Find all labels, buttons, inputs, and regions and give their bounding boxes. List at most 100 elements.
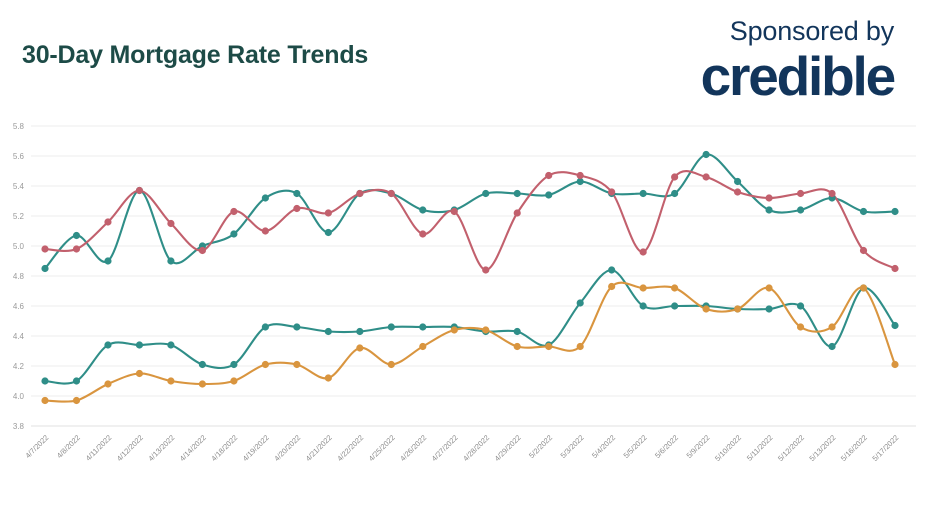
data-point-marker[interactable]	[356, 344, 364, 352]
data-point-marker[interactable]	[72, 396, 81, 405]
data-point-marker[interactable]	[796, 189, 805, 198]
data-point-marker[interactable]	[891, 321, 899, 330]
data-point-marker[interactable]	[891, 360, 899, 369]
data-point-marker[interactable]	[41, 245, 49, 253]
data-point-marker[interactable]	[828, 342, 836, 351]
data-point-marker[interactable]	[41, 264, 49, 273]
data-point-marker[interactable]	[230, 230, 238, 238]
data-point-marker[interactable]	[733, 177, 742, 186]
data-point-marker[interactable]	[733, 188, 742, 196]
data-point-marker[interactable]	[702, 150, 710, 159]
data-point-marker[interactable]	[167, 219, 175, 228]
data-point-marker[interactable]	[293, 360, 301, 369]
data-point-marker[interactable]	[765, 305, 773, 313]
data-point-marker[interactable]	[765, 194, 773, 202]
data-point-marker[interactable]	[324, 209, 332, 217]
data-point-marker[interactable]	[324, 374, 332, 382]
data-point-marker[interactable]	[104, 380, 112, 388]
data-point-marker[interactable]	[576, 299, 584, 307]
data-point-marker[interactable]	[230, 360, 238, 369]
data-point-marker[interactable]	[828, 323, 836, 331]
data-point-marker[interactable]	[135, 341, 144, 349]
data-point-marker[interactable]	[324, 327, 332, 336]
data-point-marker[interactable]	[608, 266, 616, 274]
data-point-marker[interactable]	[545, 342, 553, 351]
data-point-marker[interactable]	[72, 231, 81, 240]
data-point-marker[interactable]	[135, 186, 144, 195]
data-point-marker[interactable]	[198, 360, 207, 369]
data-point-marker[interactable]	[608, 282, 616, 291]
data-point-marker[interactable]	[828, 189, 836, 198]
data-point-marker[interactable]	[72, 245, 81, 253]
data-point-marker[interactable]	[356, 189, 364, 198]
data-point-marker[interactable]	[671, 173, 679, 181]
data-point-marker[interactable]	[167, 341, 175, 349]
data-point-marker[interactable]	[513, 209, 521, 217]
data-point-marker[interactable]	[387, 360, 395, 369]
data-point-marker[interactable]	[198, 246, 207, 255]
data-point-marker[interactable]	[859, 246, 868, 255]
data-point-marker[interactable]	[387, 189, 395, 198]
data-point-marker[interactable]	[859, 284, 868, 292]
data-point-marker[interactable]	[545, 171, 553, 180]
data-point-marker[interactable]	[198, 380, 207, 388]
data-point-marker[interactable]	[324, 228, 332, 237]
data-point-marker[interactable]	[419, 230, 427, 238]
data-point-marker[interactable]	[733, 305, 742, 313]
data-point-marker[interactable]	[419, 342, 427, 351]
data-point-marker[interactable]	[576, 177, 584, 186]
data-point-marker[interactable]	[230, 207, 238, 216]
data-point-marker[interactable]	[513, 327, 521, 336]
data-point-marker[interactable]	[167, 377, 175, 385]
data-point-marker[interactable]	[261, 227, 269, 235]
data-point-marker[interactable]	[387, 323, 395, 331]
data-point-marker[interactable]	[702, 173, 710, 181]
data-point-marker[interactable]	[167, 257, 175, 265]
data-point-marker[interactable]	[450, 207, 458, 216]
data-point-marker[interactable]	[639, 284, 647, 292]
data-point-marker[interactable]	[135, 369, 144, 378]
data-point-marker[interactable]	[576, 342, 584, 351]
data-point-marker[interactable]	[104, 341, 112, 349]
data-point-marker[interactable]	[41, 396, 49, 405]
y-axis-tick-label: 4.2	[13, 362, 25, 371]
data-point-marker[interactable]	[104, 257, 112, 265]
data-point-marker[interactable]	[545, 191, 553, 199]
data-point-marker[interactable]	[261, 323, 269, 331]
data-point-marker[interactable]	[608, 188, 616, 196]
data-point-marker[interactable]	[293, 189, 301, 198]
data-point-marker[interactable]	[482, 326, 490, 334]
data-point-marker[interactable]	[576, 171, 584, 180]
data-point-marker[interactable]	[41, 377, 49, 385]
data-point-marker[interactable]	[859, 207, 868, 216]
data-point-marker[interactable]	[482, 266, 490, 274]
data-point-marker[interactable]	[482, 189, 490, 198]
data-point-marker[interactable]	[765, 206, 773, 214]
data-point-marker[interactable]	[765, 284, 773, 292]
data-point-marker[interactable]	[72, 377, 81, 385]
data-point-marker[interactable]	[261, 194, 269, 202]
data-point-marker[interactable]	[796, 206, 805, 214]
data-point-marker[interactable]	[891, 207, 899, 216]
data-point-marker[interactable]	[261, 360, 269, 369]
data-point-marker[interactable]	[671, 189, 679, 198]
data-point-marker[interactable]	[639, 189, 647, 198]
data-point-marker[interactable]	[671, 284, 679, 292]
data-point-marker[interactable]	[639, 248, 647, 256]
data-point-marker[interactable]	[419, 323, 427, 331]
data-point-marker[interactable]	[702, 305, 710, 313]
data-point-marker[interactable]	[891, 264, 899, 273]
data-point-marker[interactable]	[639, 302, 647, 310]
data-point-marker[interactable]	[796, 323, 805, 331]
data-point-marker[interactable]	[356, 327, 364, 336]
data-point-marker[interactable]	[513, 189, 521, 198]
data-point-marker[interactable]	[796, 302, 805, 310]
data-point-marker[interactable]	[293, 204, 301, 213]
data-point-marker[interactable]	[293, 323, 301, 331]
data-point-marker[interactable]	[513, 342, 521, 351]
data-point-marker[interactable]	[230, 377, 238, 385]
data-point-marker[interactable]	[419, 206, 427, 214]
data-point-marker[interactable]	[104, 218, 112, 226]
data-point-marker[interactable]	[671, 302, 679, 310]
data-point-marker[interactable]	[450, 326, 458, 334]
